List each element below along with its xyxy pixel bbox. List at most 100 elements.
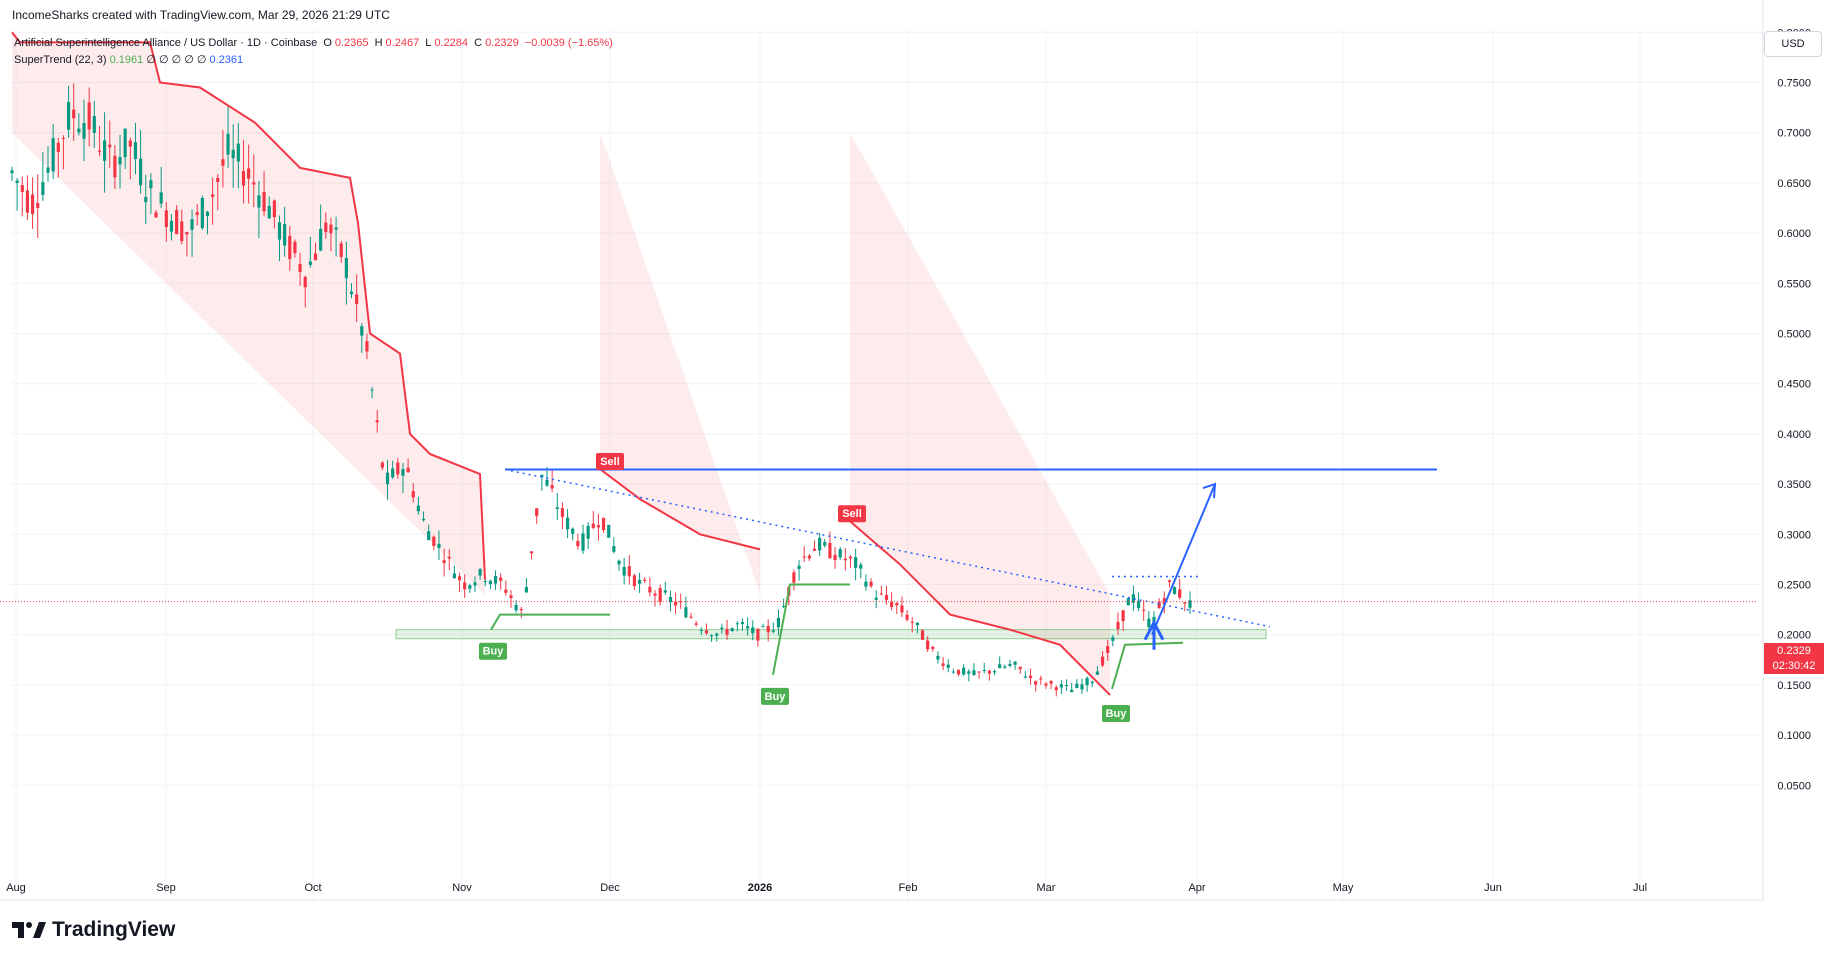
candle-body	[1116, 621, 1120, 629]
candle-body	[56, 142, 60, 152]
candle-body	[524, 587, 529, 593]
candle-body	[205, 211, 210, 217]
supertrend-down-fill	[600, 132, 760, 595]
symbol-name[interactable]: Artificial Superintelligence Alliance / …	[14, 37, 318, 49]
candle-body	[185, 232, 189, 235]
candle-body	[344, 258, 348, 279]
candle-body	[859, 564, 863, 569]
supertrend-fill	[12, 32, 1110, 695]
candle-body	[838, 549, 842, 558]
support-zone	[395, 629, 1267, 640]
candle-body	[61, 137, 66, 139]
candle-body	[658, 588, 662, 602]
candle-body	[355, 294, 359, 304]
candle-body	[123, 128, 127, 158]
candle-body	[972, 670, 976, 676]
entry-arrow	[1143, 619, 1165, 650]
supertrend-down-fill	[12, 32, 485, 595]
low-label: L	[425, 37, 432, 49]
candle-body	[216, 177, 220, 182]
candle-body	[586, 525, 590, 539]
candle-body	[648, 586, 652, 593]
indicator-name[interactable]: SuperTrend (22, 3)	[14, 54, 107, 66]
candle-body	[128, 140, 132, 147]
countdown-timer: 02:30:42	[1772, 660, 1816, 672]
supertrend-up-line	[1111, 641, 1184, 690]
price-tick-label: 0.5000	[1777, 329, 1811, 341]
candle-body	[612, 545, 616, 552]
candle-body	[1147, 618, 1151, 628]
candle-body	[684, 607, 688, 618]
candle-body	[262, 192, 266, 212]
candle-body	[442, 560, 446, 564]
candle-body	[66, 102, 71, 130]
candle-body	[740, 622, 745, 625]
time-tick-label: Sep	[156, 882, 176, 894]
candle-body	[1044, 683, 1048, 686]
annotations	[0, 468, 1758, 650]
tradingview-logo[interactable]: TradingView	[12, 918, 175, 942]
candle-body	[92, 116, 96, 133]
time-tick-label: Nov	[452, 882, 472, 894]
supertrend-lines	[11, 31, 1184, 696]
time-axis: Aug Sep Oct Nov Dec 2026 Feb Mar Apr May Jun Jul	[0, 882, 1763, 901]
time-tick-label: Dec	[600, 882, 620, 894]
attribution-text: IncomeSharks created with TradingView.co…	[12, 8, 390, 22]
indicator-value-2: 0.2361	[209, 54, 244, 66]
candle-body	[1080, 684, 1084, 690]
candle-body	[10, 170, 14, 174]
candlesticks	[10, 83, 1192, 697]
price-tick-label: 0.3500	[1777, 479, 1811, 491]
candle-body	[1136, 600, 1141, 609]
candle-body	[447, 556, 451, 559]
candle-body	[257, 195, 261, 208]
candle-body	[555, 507, 559, 510]
change-value: −0.0039 (−1.65%)	[524, 37, 613, 49]
close-label: C	[474, 37, 483, 49]
candle-body	[416, 505, 420, 512]
candle-body	[792, 572, 796, 583]
last-price-tag: 0.2329 02:30:42	[1764, 643, 1824, 674]
candle-body	[396, 462, 400, 475]
candle-body	[632, 575, 637, 587]
candle-body	[1008, 664, 1012, 666]
candle-body	[149, 180, 153, 189]
candle-body	[1064, 685, 1069, 687]
candle-body	[329, 224, 333, 234]
candle-body	[591, 523, 595, 528]
candle-body	[962, 667, 966, 675]
candle-body	[1013, 661, 1017, 665]
candle-body	[802, 556, 806, 558]
signal-label-bg	[761, 687, 789, 705]
candle-body	[915, 622, 919, 626]
time-tick-label: Apr	[1188, 882, 1205, 894]
candle-body	[622, 566, 626, 576]
price-tick-label: 0.0500	[1777, 780, 1811, 792]
candle-body	[529, 551, 534, 554]
candle-body	[843, 558, 847, 561]
candle-body	[998, 664, 1002, 669]
currency-button[interactable]: USD	[1764, 31, 1822, 57]
signal-label-bg	[838, 505, 866, 523]
supertrend-up-line	[490, 613, 610, 631]
candle-body	[977, 671, 981, 673]
candle-body	[1023, 676, 1027, 678]
candle-body	[1121, 610, 1125, 622]
candle-body	[1028, 675, 1033, 679]
candle-body	[241, 171, 246, 186]
candle-body	[550, 485, 554, 489]
candle-body	[334, 227, 338, 230]
candle-body	[905, 614, 909, 620]
chart-legend: Artificial Superintelligence Alliance / …	[14, 35, 616, 69]
candle-body	[1095, 671, 1100, 675]
candle-body	[319, 228, 323, 251]
candle-body	[941, 663, 945, 666]
supertrend-down-fill	[850, 132, 1110, 695]
candle-body	[596, 525, 601, 528]
candle-body	[535, 508, 539, 517]
candle-body	[884, 594, 889, 600]
signal-label-bg	[1102, 704, 1130, 722]
signal-label-bg	[479, 642, 507, 660]
candle-body	[663, 590, 667, 593]
